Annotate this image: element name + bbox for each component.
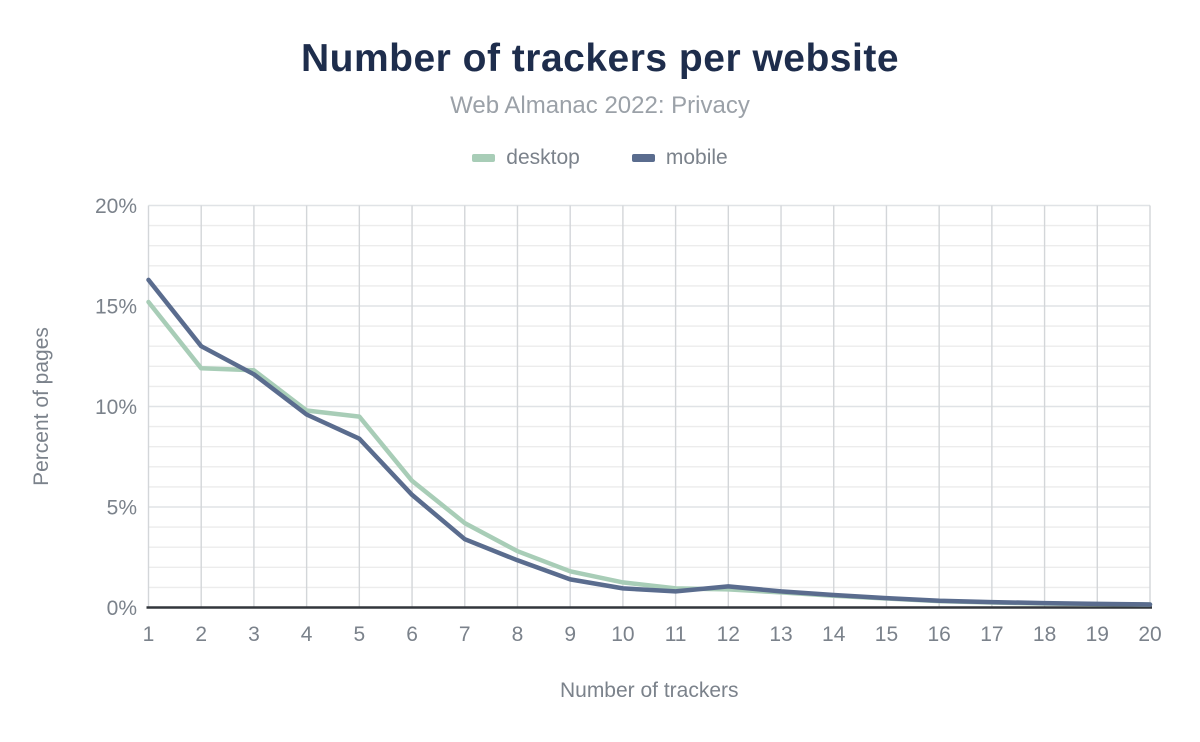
x-tick-label: 5 [353, 623, 365, 646]
y-tick-label: 15% [95, 296, 137, 319]
x-tick-label: 2 [195, 623, 207, 646]
x-tick-label: 6 [406, 623, 418, 646]
y-tick-label: 10% [95, 396, 137, 419]
x-tick-label: 16 [927, 623, 950, 646]
y-axis-title: Percent of pages [30, 327, 53, 486]
x-tick-label: 11 [665, 623, 687, 646]
x-tick-label: 3 [248, 623, 260, 646]
x-axis-title: Number of trackers [560, 679, 739, 702]
x-tick-label: 20 [1138, 623, 1161, 646]
chart-subtitle: Web Almanac 2022: Privacy [450, 92, 750, 119]
x-tick-label: 12 [717, 623, 740, 646]
x-tick-label: 10 [611, 623, 634, 646]
legend: desktop mobile [0, 146, 1200, 170]
desktop-swatch-icon [472, 154, 496, 162]
y-tick-label: 20% [95, 195, 137, 218]
y-tick-label: 0% [107, 597, 137, 620]
x-tick-label: 8 [512, 623, 524, 646]
legend-item-desktop: desktop [472, 146, 580, 170]
x-tick-label: 15 [875, 623, 898, 646]
x-tick-label: 18 [1033, 623, 1056, 646]
x-tick-label: 9 [564, 623, 576, 646]
legend-item-mobile: mobile [631, 146, 728, 170]
legend-label-desktop: desktop [506, 146, 580, 169]
x-tick-label: 17 [980, 623, 1003, 646]
y-tick-label: 5% [107, 497, 137, 520]
legend-label-mobile: mobile [665, 146, 728, 169]
x-tick-label: 7 [459, 623, 471, 646]
x-tick-label: 1 [143, 623, 155, 646]
chart-title: Number of trackers per website [300, 37, 900, 80]
x-tick-label: 14 [822, 623, 846, 646]
mobile-swatch-icon [631, 154, 655, 162]
mobile-line [146, 277, 1153, 607]
x-tick-label: 13 [769, 623, 792, 646]
desktop-line [146, 299, 1153, 607]
x-tick-label: 19 [1086, 623, 1109, 646]
x-tick-label: 4 [301, 623, 313, 646]
